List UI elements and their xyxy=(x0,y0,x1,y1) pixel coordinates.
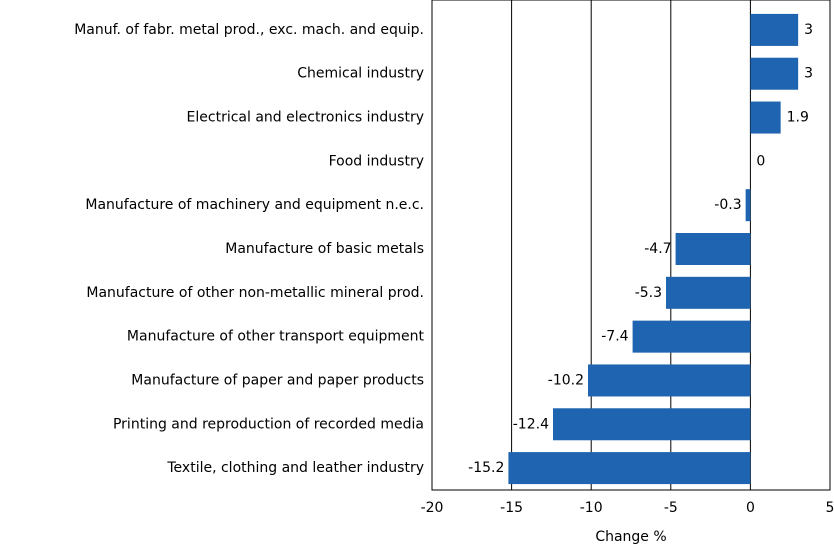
value-label: -7.4 xyxy=(601,329,628,345)
value-label: 3 xyxy=(804,22,813,38)
x-tick-label: 0 xyxy=(746,500,755,516)
bar xyxy=(508,452,751,485)
value-label: 3 xyxy=(804,66,813,82)
bar xyxy=(750,13,799,46)
value-label: -5.3 xyxy=(635,285,662,301)
value-label: 1.9 xyxy=(787,110,809,126)
x-axis-title: Change % xyxy=(595,529,666,545)
x-tick-label: -20 xyxy=(421,500,444,516)
bar xyxy=(745,189,751,222)
bar xyxy=(675,233,751,265)
value-label: 0 xyxy=(756,153,765,169)
bar xyxy=(750,57,799,90)
value-label: -15.2 xyxy=(468,460,504,476)
value-label: -12.4 xyxy=(513,416,549,432)
y-tick-label: Manuf. of fabr. metal prod., exc. mach. … xyxy=(74,22,424,38)
y-tick-label: Manufacture of other transport equipment xyxy=(127,329,425,345)
x-tick-label: 5 xyxy=(826,500,834,516)
value-label: -10.2 xyxy=(548,372,584,388)
value-label: -4.7 xyxy=(644,241,671,257)
y-tick-label: Manufacture of machinery and equipment n… xyxy=(85,197,424,213)
y-tick-label: Electrical and electronics industry xyxy=(187,110,424,126)
value-label: -0.3 xyxy=(714,197,741,213)
bar xyxy=(750,101,781,134)
x-tick-label: -15 xyxy=(500,500,523,516)
y-tick-label: Manufacture of paper and paper products xyxy=(131,372,424,388)
x-tick-label: -10 xyxy=(580,500,603,516)
bar xyxy=(632,320,751,353)
y-tick-label: Food industry xyxy=(329,153,424,169)
x-tick-label: -5 xyxy=(664,500,678,516)
y-tick-label: Manufacture of other non-metallic minera… xyxy=(86,285,424,301)
y-tick-label: Textile, clothing and leather industry xyxy=(166,460,424,476)
bar xyxy=(552,408,751,441)
y-tick-label: Manufacture of basic metals xyxy=(225,241,424,257)
y-tick-label: Printing and reproduction of recorded me… xyxy=(113,416,424,432)
y-tick-label: Chemical industry xyxy=(297,66,424,82)
plot-frame xyxy=(431,0,831,491)
bar xyxy=(666,276,751,309)
bar xyxy=(588,364,751,397)
